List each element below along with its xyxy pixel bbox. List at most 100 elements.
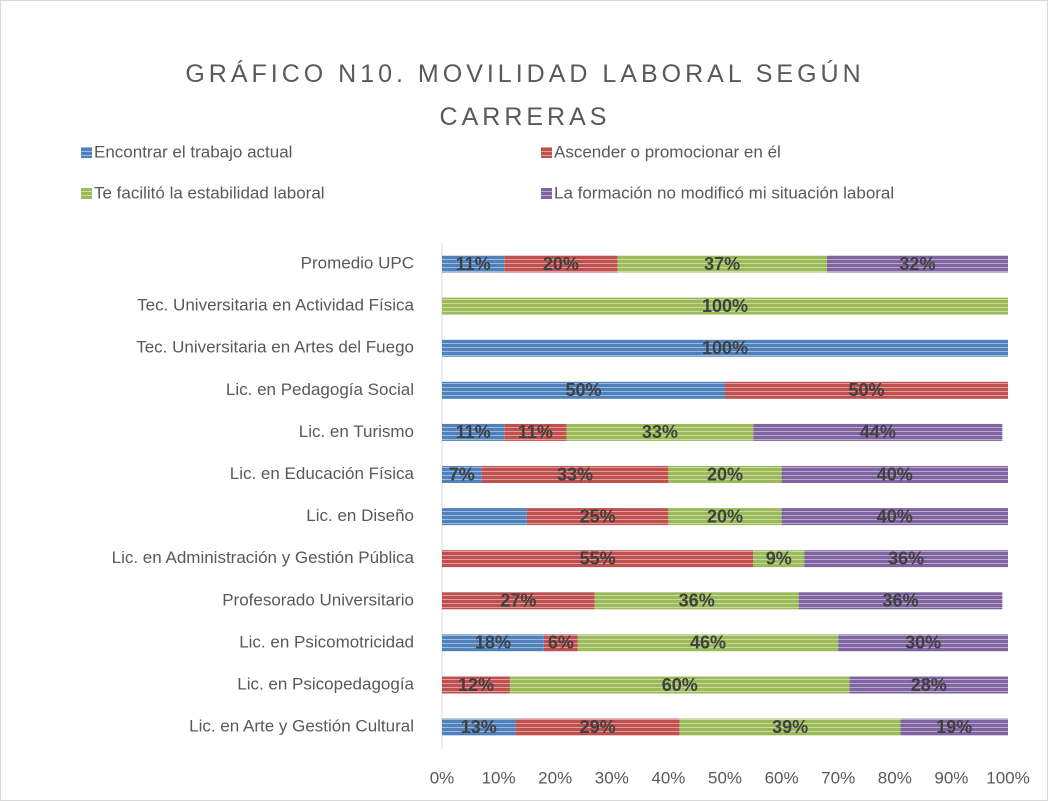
- data-label: 12%: [458, 675, 494, 695]
- bar-segment: [504, 255, 618, 273]
- legend-swatch: [81, 188, 92, 199]
- legend-swatch: [541, 147, 552, 158]
- bar-segment: [594, 592, 799, 610]
- bar-segment: [442, 466, 482, 483]
- data-label: 19%: [936, 717, 972, 737]
- data-label: 60%: [662, 675, 698, 695]
- x-tick-label: 20%: [538, 768, 572, 787]
- y-tick-label: Tec. Universitaria en Actividad Física: [137, 296, 414, 315]
- bar-segment: [543, 634, 578, 652]
- bar-segment: [509, 676, 850, 694]
- x-tick-label: 90%: [934, 768, 968, 787]
- x-tick-label: 60%: [765, 768, 799, 787]
- bar-segment: [900, 718, 1008, 736]
- x-tick-label: 10%: [482, 768, 516, 787]
- y-tick-label: Lic. en Educación Física: [230, 464, 415, 483]
- legend-label: Encontrar el trabajo actual: [94, 142, 292, 161]
- y-tick-label: Promedio UPC: [301, 253, 414, 272]
- x-tick-label: 80%: [878, 768, 912, 787]
- bar-segment: [442, 508, 527, 526]
- data-label: 36%: [882, 591, 918, 611]
- bar-segment: [442, 339, 1008, 357]
- data-label: 36%: [679, 591, 715, 611]
- bar-segment: [679, 718, 901, 736]
- data-label: 40%: [877, 464, 913, 484]
- data-label: 20%: [543, 254, 579, 274]
- data-label: 18%: [475, 633, 511, 653]
- bar-segment: [826, 255, 1008, 273]
- bar-segment: [442, 676, 510, 694]
- bar-segment: [753, 423, 1003, 441]
- bar-segment: [442, 423, 505, 441]
- y-tick-label: Lic. en Diseño: [306, 506, 414, 525]
- data-label: 9%: [766, 548, 792, 568]
- x-tick-label: 100%: [986, 768, 1029, 787]
- data-label: 6%: [548, 633, 574, 653]
- data-label: 20%: [707, 506, 743, 526]
- bar-segment: [725, 381, 1008, 399]
- bar-segment: [442, 550, 754, 568]
- data-label: 46%: [690, 633, 726, 653]
- chart-title: GRÁFICO N10. MOVILIDAD LABORAL SEGÚN CAR…: [185, 60, 865, 131]
- bar-segment: [526, 508, 669, 526]
- y-tick-label: Lic. en Psicomotricidad: [239, 632, 414, 651]
- legend-label: La formación no modificó mi situación la…: [554, 183, 894, 202]
- data-label: 37%: [704, 254, 740, 274]
- bar-segment: [838, 634, 1008, 652]
- y-tick-label: Lic. en Turismo: [299, 422, 414, 441]
- y-tick-label: Profesorado Universitario: [222, 590, 414, 609]
- data-label: 13%: [461, 717, 497, 737]
- data-label: 50%: [848, 380, 884, 400]
- data-label: 25%: [580, 506, 616, 526]
- data-label: 27%: [500, 591, 536, 611]
- data-label: 39%: [772, 717, 808, 737]
- bar-segment: [442, 718, 516, 736]
- y-tick-label: Lic. en Pedagogía Social: [226, 380, 414, 399]
- bar-segment: [442, 297, 1008, 315]
- x-tick-label: 30%: [595, 768, 629, 787]
- data-label: 20%: [707, 464, 743, 484]
- bar-segment: [781, 508, 1008, 526]
- y-tick-label: Lic. en Psicopedagogía: [237, 674, 414, 693]
- legend-label: Ascender o promocionar en él: [554, 142, 781, 161]
- bar-segment: [798, 592, 1003, 610]
- data-label: 11%: [518, 422, 553, 442]
- bar-segment: [442, 634, 544, 652]
- data-label: 7%: [449, 464, 475, 484]
- x-tick-label: 40%: [651, 768, 685, 787]
- x-tick-label: 0%: [430, 768, 455, 787]
- data-label: 11%: [456, 254, 491, 274]
- data-label: 44%: [860, 422, 896, 442]
- y-tick-label: Lic. en Administración y Gestión Pública: [112, 548, 415, 567]
- bar-segment: [849, 676, 1008, 694]
- bar-segment: [504, 423, 567, 441]
- data-label: 30%: [905, 633, 941, 653]
- data-label: 100%: [702, 338, 748, 358]
- bar-segment: [481, 466, 669, 483]
- bar-segment: [781, 466, 1008, 483]
- bar-segment: [442, 255, 505, 273]
- data-label: 40%: [877, 506, 913, 526]
- data-label: 33%: [642, 422, 678, 442]
- data-label: 100%: [702, 296, 748, 316]
- data-label: 33%: [557, 464, 593, 484]
- bar-segment: [577, 634, 839, 652]
- bar-segment: [753, 550, 805, 568]
- bar-segment: [617, 255, 827, 273]
- y-tick-label: Lic. en Arte y Gestión Cultural: [189, 717, 414, 736]
- data-label: 32%: [899, 254, 935, 274]
- x-tick-label: 70%: [821, 768, 855, 787]
- y-tick-label: Tec. Universitaria en Artes del Fuego: [136, 338, 414, 357]
- data-label: 11%: [456, 422, 491, 442]
- bar-segment: [515, 718, 680, 736]
- data-label: 55%: [580, 548, 616, 568]
- data-label: 28%: [911, 675, 947, 695]
- data-label: 36%: [888, 548, 924, 568]
- bar-segment: [442, 592, 595, 610]
- bar-segment: [442, 381, 725, 399]
- legend-label: Te facilitó la estabilidad laboral: [94, 183, 325, 202]
- legend-swatch: [541, 188, 552, 199]
- legend-swatch: [81, 147, 92, 158]
